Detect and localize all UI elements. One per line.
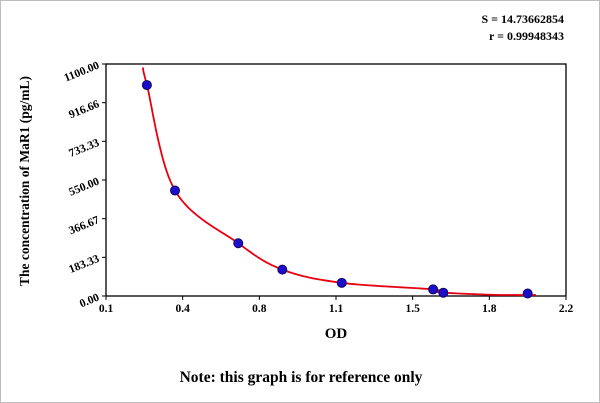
data-point (233, 238, 244, 249)
x-tick-label: 0.8 (252, 303, 267, 315)
y-tick-label: 183.33 (67, 253, 101, 276)
data-point (522, 288, 533, 299)
y-tick-label: 916.66 (67, 98, 101, 121)
y-tick-label: 733.33 (67, 137, 101, 160)
s-value: S = 14.73662854 (481, 12, 564, 26)
y-tick-label: 366.67 (67, 214, 101, 237)
fit-statistics: S = 14.73662854 r = 0.99948343 (481, 11, 564, 45)
reference-note: Note: this graph is for reference only (179, 369, 423, 386)
plot-border (105, 63, 567, 297)
standard-curve (142, 67, 536, 296)
x-tick-label: 1.5 (405, 303, 420, 315)
x-axis-title: OD (324, 326, 348, 342)
y-axis-title: The concentration of MaR1 (pg/mL) (17, 76, 32, 286)
data-point (336, 277, 347, 288)
data-point (438, 287, 449, 298)
data-point (428, 284, 439, 295)
x-tick-label: 0.4 (175, 303, 190, 315)
x-tick-label: 0.1 (99, 303, 114, 315)
x-tick-label: 1.1 (329, 303, 344, 315)
y-tick-label: 1100.00 (63, 60, 102, 85)
data-point (141, 80, 152, 91)
x-tick-label: 1.8 (482, 303, 497, 315)
data-point (170, 185, 180, 196)
r-value: r = 0.99948343 (489, 28, 564, 43)
y-tick-label: 550.00 (67, 176, 101, 199)
data-point (277, 264, 288, 275)
x-tick-label: 2.2 (559, 303, 574, 315)
